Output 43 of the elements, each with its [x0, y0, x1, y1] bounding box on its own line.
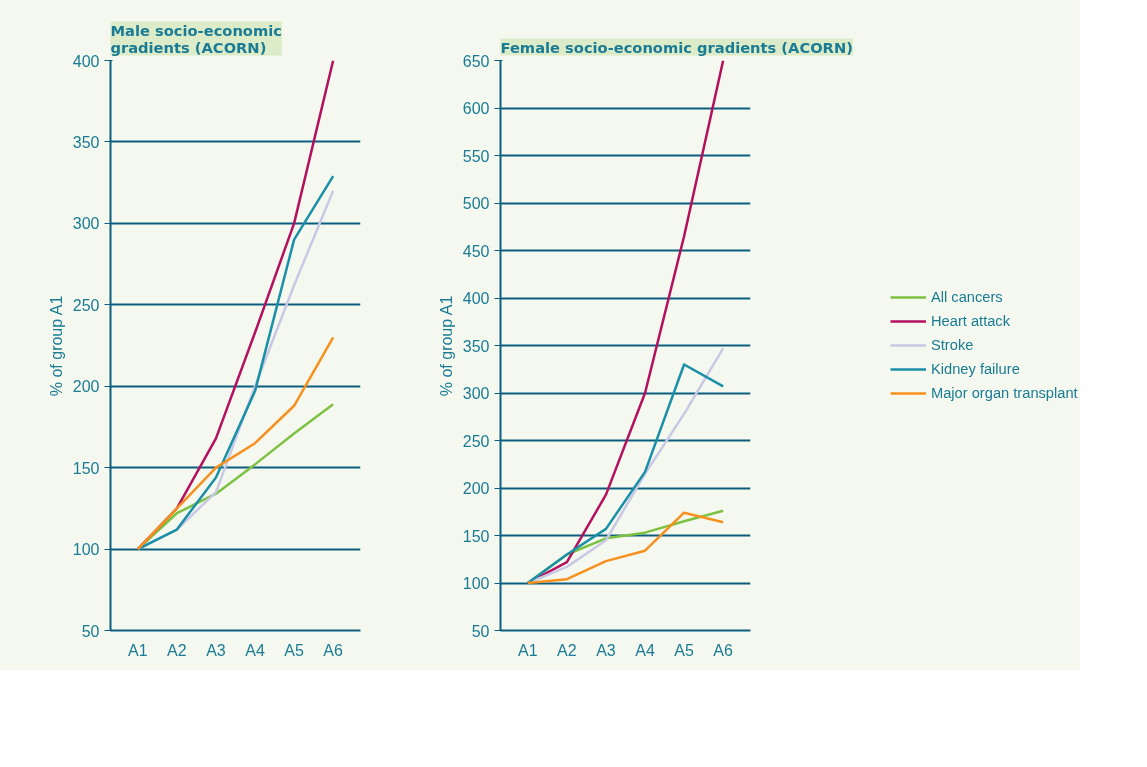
legend-label: Major organ transplant: [931, 385, 1078, 401]
legend-label: Heart attack: [931, 313, 1011, 329]
x-tick-label: A6: [713, 641, 734, 659]
y-axis-title: % of group A1: [47, 295, 65, 397]
x-tick-label: A6: [323, 641, 344, 659]
y-tick-label: 150: [462, 527, 490, 545]
y-tick-label: 300: [72, 215, 100, 233]
y-tick-label: 600: [462, 100, 490, 117]
y-tick-label: 450: [462, 242, 490, 260]
line-series: [136, 336, 335, 551]
y-tick-label: 250: [462, 432, 490, 450]
x-tick-label: A3: [596, 641, 616, 659]
y-tick-label: 200: [72, 378, 100, 396]
y-tick-label: 50: [471, 622, 490, 640]
y-tick-label: 300: [462, 385, 490, 402]
y-tick-label: 400: [72, 52, 100, 70]
y-tick-label: 100: [462, 575, 490, 592]
y-tick-label: 350: [72, 133, 100, 151]
legend-label: Kidney failure: [931, 361, 1020, 377]
y-tick-label: 500: [462, 195, 490, 212]
y-tick-label: 200: [462, 480, 490, 497]
x-tick-label: A3: [206, 641, 226, 659]
x-tick-label: A1: [128, 641, 148, 659]
x-tick-label: A2: [557, 641, 577, 659]
chart-title: Female socio-economic gradients (ACORN): [500, 38, 853, 56]
y-tick-label: 550: [462, 147, 490, 165]
x-tick-label: A5: [284, 641, 304, 659]
chart-title: Male socio-economic gradients (ACORN): [110, 21, 282, 56]
legend-label: Stroke: [931, 337, 974, 353]
x-tick-label: A5: [674, 641, 694, 659]
y-axis-title: % of group A1: [437, 295, 455, 397]
y-tick-label: 100: [72, 541, 100, 559]
y-tick-label: 150: [72, 459, 100, 477]
x-tick-label: A2: [167, 641, 187, 659]
y-tick-label: 650: [462, 52, 490, 70]
y-tick-label: 250: [72, 296, 100, 314]
x-tick-label: A4: [635, 641, 655, 659]
y-tick-label: 400: [462, 290, 490, 307]
x-tick-label: A1: [518, 641, 538, 659]
legend-label: All cancers: [931, 289, 1003, 305]
x-tick-label: A4: [245, 641, 265, 659]
y-tick-label: 350: [462, 337, 490, 355]
y-tick-label: 50: [81, 622, 100, 640]
